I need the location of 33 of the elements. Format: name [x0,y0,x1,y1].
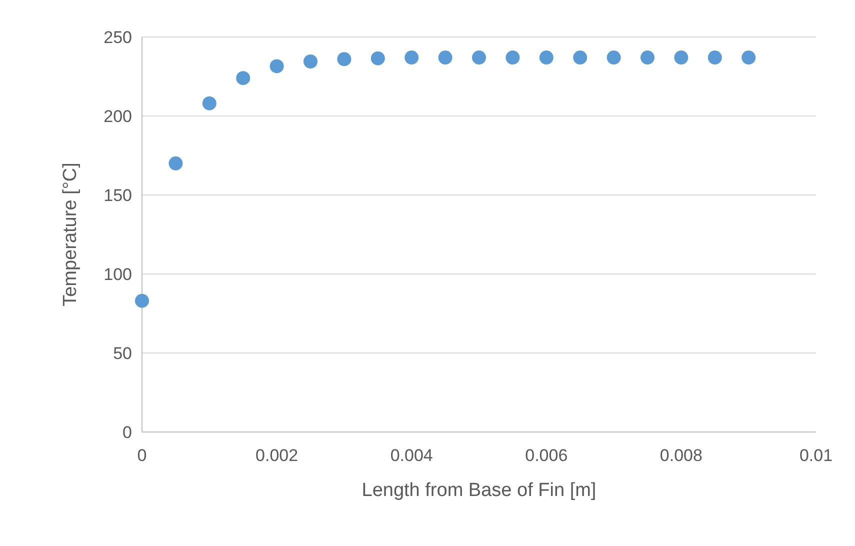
x-tick-label: 0.004 [390,446,433,465]
point [573,50,588,65]
point [606,50,621,65]
y-tick-label: 50 [113,344,132,363]
x-tick-label: 0.01 [799,446,833,465]
y-tick-label: 150 [104,186,132,205]
point [236,71,250,86]
point [438,50,452,65]
point [640,50,654,65]
point [539,50,554,65]
y-axis-title: Temperature [°C] [60,162,81,306]
point [708,50,722,65]
point [135,294,149,308]
x-tick-label: 0.002 [256,446,298,465]
point [674,50,688,65]
y-tick-label: 0 [122,422,132,442]
x-tick-label: 0.008 [660,446,702,465]
point [404,50,419,65]
point [742,50,756,65]
x-axis-title: Length from Base of Fin [m] [362,480,596,501]
y-tick-label: 200 [104,106,132,126]
point [337,52,352,66]
x-tick-label: 0 [137,446,147,465]
x-tick-label: 0.006 [525,446,568,465]
point [270,59,284,74]
y-tick-label: 250 [104,28,132,47]
point [202,96,216,110]
point [370,51,385,66]
point [304,54,318,68]
point [506,50,520,65]
point [168,156,183,170]
y-tick-label: 100 [104,264,132,284]
point [472,50,486,65]
